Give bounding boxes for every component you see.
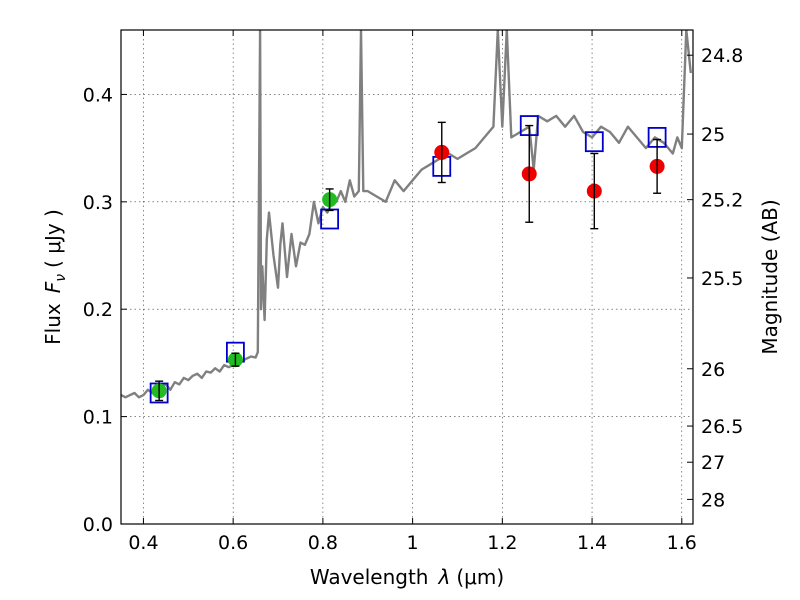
x-tick-label: 1.6 — [667, 532, 697, 554]
grid-lines — [121, 30, 693, 525]
y-tick-label: 0.3 — [83, 192, 113, 214]
plot-area — [121, 30, 692, 404]
y-tick-label: 0.1 — [83, 407, 113, 429]
model-square — [320, 208, 340, 230]
model-square — [584, 131, 604, 153]
y2-tick-label: 28 — [701, 489, 725, 511]
y-tick-label: 0.4 — [83, 84, 113, 106]
y-tick-label: 0.2 — [83, 299, 113, 321]
y-axis-label: FluxFν( μJy ) — [41, 209, 69, 345]
y2-tick-label: 25.5 — [701, 268, 743, 290]
y2-tick-label: 24.8 — [701, 45, 743, 67]
x-tick-label: 0.8 — [308, 532, 338, 554]
x-tick-label: 0.6 — [218, 532, 248, 554]
x-tick-label: 0.4 — [128, 532, 158, 554]
plot-frame — [120, 29, 694, 525]
y2-axis-label: Magnitude (AB) — [758, 199, 782, 354]
x-tick-label: 1.4 — [577, 532, 607, 554]
x-tick-label: 1 — [407, 532, 419, 554]
spectrum-line — [121, 30, 692, 399]
x-axis-label: Wavelength λ (μm) — [310, 565, 504, 589]
y-tick-label: 0.0 — [83, 514, 113, 536]
ticks: 0.4 0.6 0.8 1 1.2 1.4 1.6 0.0 0.1 0.2 0.3 0.4 24.8 25… — [83, 30, 743, 554]
y2-tick-label: 25 — [701, 124, 725, 146]
y2-tick-label: 27 — [701, 452, 725, 474]
y2-tick-label: 25.2 — [701, 190, 743, 212]
y2-tick-label: 26.5 — [701, 416, 743, 438]
y2-tick-label: 26 — [701, 359, 725, 381]
axes — [120, 29, 694, 525]
x-tick-label: 1.2 — [487, 532, 517, 554]
